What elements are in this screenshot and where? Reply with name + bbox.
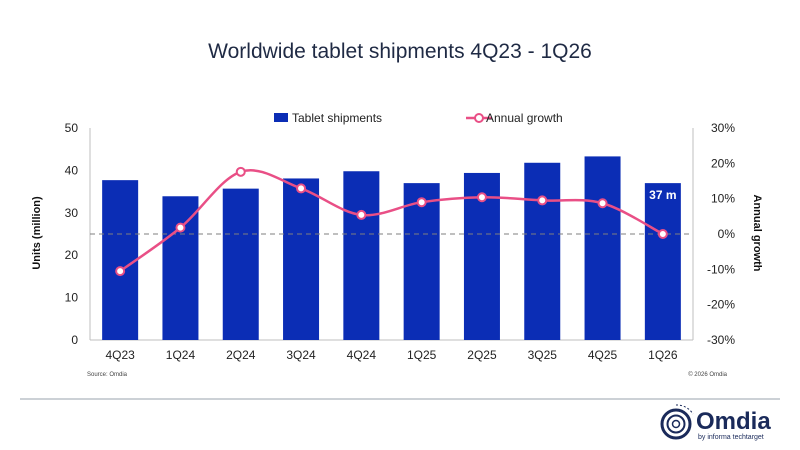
y-tick-label: 0 [71,333,78,347]
legend-label-annual-growth: Annual growth [486,111,563,125]
data-label-1q26: 37 m [649,188,676,202]
growth-point-4q24 [356,209,367,220]
y2-axis-title: Annual growth [751,195,763,272]
bar-4q23 [102,180,139,340]
chart-title: Worldwide tablet shipments 4Q23 - 1Q26 [208,40,592,63]
growth-point-4q23 [115,266,126,277]
growth-point-3q25 [537,195,548,206]
growth-point-4q25 [597,198,608,209]
logo-tagline: by informa techtarget [698,434,764,441]
omdia-logo: Omdia by informa techtarget [660,404,771,441]
legend-marker-annual-growth [474,113,484,123]
y2-tick-label: -20% [707,298,735,312]
growth-point-1q25 [416,197,427,208]
annual-growth-line [119,169,664,273]
x-tick-label-1q25: 1Q25 [407,348,437,362]
y2-tick-label: 20% [711,156,735,170]
legend-label-tablet-shipments: Tablet shipments [292,111,382,125]
bar-3q24 [283,178,320,340]
y2-tick-label: 0% [718,227,736,241]
growth-point-2q25 [476,192,487,203]
y-tick-label: 40 [65,163,79,177]
bar-4q25 [584,156,621,340]
bar-series: 37 m [102,156,681,340]
copyright-note: © 2026 Omdia [688,371,727,378]
bar-1q25 [403,183,440,340]
x-tick-label-2q25: 2Q25 [467,348,497,362]
y-tick-label: 10 [65,291,79,305]
growth-point-1q24 [175,222,186,233]
line-series [115,166,668,277]
bar-1q24 [162,196,199,340]
x-tick-label-2q24: 2Q24 [226,348,256,362]
y-axis-title: Units (million) [31,196,43,270]
growth-point-1q26 [657,229,668,239]
omdia-ring-logo-icon [660,404,694,440]
logo-wordmark: Omdia [696,408,771,435]
x-tick-label-1q24: 1Q24 [166,348,196,362]
growth-point-2q24 [235,166,246,177]
growth-point-3q24 [296,183,307,194]
legend-swatch-tablet-shipments [274,113,288,122]
y-tick-label: 20 [65,248,79,262]
bar-3q25 [524,162,561,340]
y-tick-label: 30 [65,206,79,220]
x-tick-label-1q26: 1Q26 [648,348,678,362]
x-tick-label-3q25: 3Q25 [528,348,558,362]
x-tick-label-3q24: 3Q24 [286,348,316,362]
y-tick-label: 50 [65,121,79,135]
x-tick-label-4q25: 4Q25 [588,348,618,362]
bar-1q26 [644,183,681,340]
tick-labels: 50 40 30 20 10 0 30% 20% 10% 0% -10% -20% -30% 4Q23 1Q… [65,121,736,362]
bar-4q24 [343,171,380,340]
y2-tick-label: 30% [711,121,735,135]
y2-tick-label: -10% [707,262,735,276]
y2-tick-label: 10% [711,192,735,206]
source-note: Source: Omdia [87,372,128,378]
x-tick-label-4q24: 4Q24 [347,348,377,362]
y2-tick-label: -30% [707,333,735,347]
bar-2q24 [222,188,259,340]
legend: Tablet shipments Annual growth [274,111,563,125]
x-tick-label-4q23: 4Q23 [105,348,135,362]
